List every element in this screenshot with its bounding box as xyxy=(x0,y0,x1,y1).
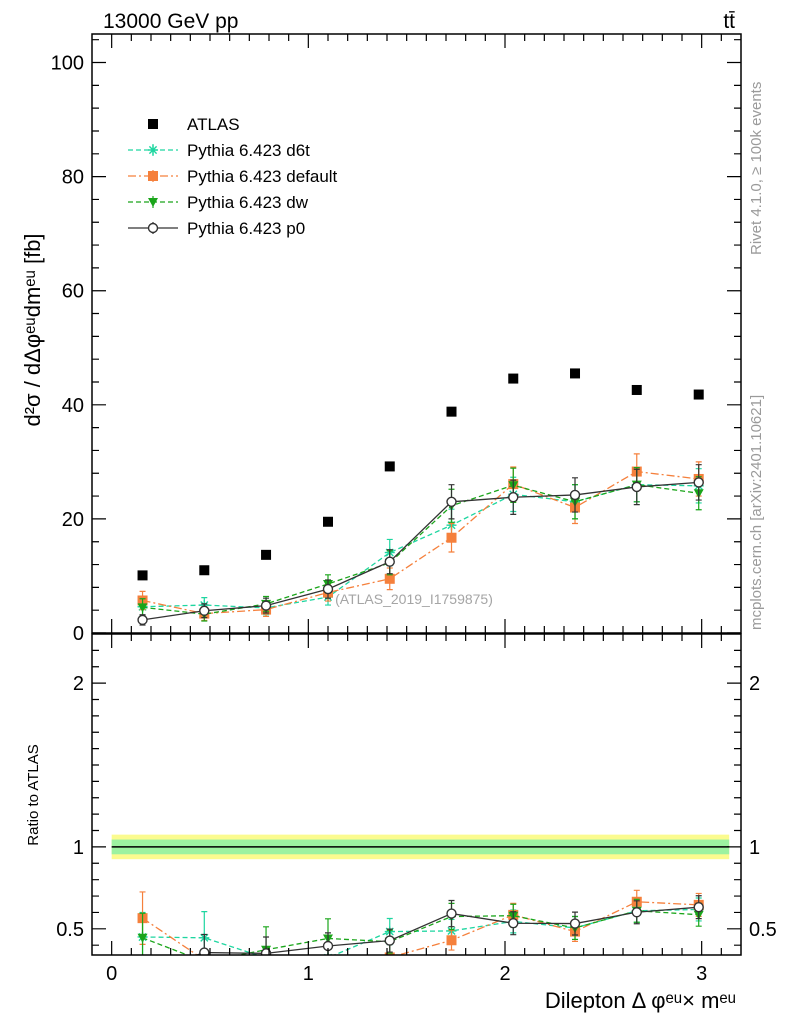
main-y-tick-label: 100 xyxy=(51,53,84,75)
legend-label-4: Pythia 6.423 p0 xyxy=(187,219,305,238)
ratio-series-3-point xyxy=(384,935,395,946)
legend-entry-1: Pythia 6.423 d6t xyxy=(128,141,310,160)
collision-energy-label: 13000 GeV pp xyxy=(103,10,238,33)
legend-label-3: Pythia 6.423 dw xyxy=(187,193,309,212)
main-series-4-point xyxy=(137,614,148,626)
legend-marker-1 xyxy=(148,145,158,155)
ratio-series-1-line xyxy=(142,901,699,955)
main-series-4-point xyxy=(446,496,457,507)
legend-marker-2 xyxy=(148,171,158,181)
main-series-4-line xyxy=(142,481,699,621)
ratio-series-3-point xyxy=(569,918,581,929)
ratio-y-axis-label: Ratio to ATLAS xyxy=(25,744,42,845)
main-series-0-point xyxy=(693,389,704,400)
ratio-series-0 xyxy=(137,897,704,955)
ratio-series-3-point xyxy=(138,969,147,978)
main-series-0-point xyxy=(446,406,457,417)
ratio-series-3-point xyxy=(446,908,457,919)
main-series-0-point xyxy=(508,373,519,384)
ratio-series-1-point xyxy=(323,957,333,967)
ratio-series-3 xyxy=(138,895,704,988)
x-axis-label: Dilepton Δ φᵉᵘ× mᵉᵘ xyxy=(545,988,736,1013)
ratio-series-0-line xyxy=(142,908,699,955)
ratio-series-1-point xyxy=(199,954,210,955)
main-y-tick-label: 20 xyxy=(62,509,84,531)
ratio-series-3-point xyxy=(631,907,642,918)
main-y-tick-label: 80 xyxy=(62,167,84,189)
main-series-4-point xyxy=(322,583,334,595)
ratio-y-tick-label-right: 0.5 xyxy=(749,919,777,941)
ratio-series-3-point xyxy=(508,918,519,929)
main-y-axis-label: d²σ / dΔφᵉᵘdmᵉᵘ [fb] xyxy=(20,233,45,426)
ratio-plot-area xyxy=(137,889,704,988)
main-series-1-line xyxy=(142,484,699,609)
ratio-series-1-point xyxy=(384,952,395,955)
main-series-4-point xyxy=(199,605,210,616)
x-tick-label: 2 xyxy=(499,963,510,985)
process-label: tt̄ xyxy=(723,10,735,33)
main-series-3-line xyxy=(142,484,699,615)
main-panel-frame xyxy=(91,33,742,634)
main-series-0-point xyxy=(261,549,272,560)
ratio-series-1-point xyxy=(446,935,457,946)
main-series-4-point xyxy=(631,481,642,493)
ratio-y-tick-label-left: 0.5 xyxy=(56,919,84,941)
main-series-4-point xyxy=(693,477,704,488)
legend-label-1: Pythia 6.423 d6t xyxy=(187,141,310,160)
legend-entry-3: Pythia 6.423 dw xyxy=(128,193,309,212)
main-series-0-point xyxy=(323,516,333,527)
analysis-watermark: (ATLAS_2019_I1759875) xyxy=(335,591,493,607)
x-tick-label: 0 xyxy=(106,963,117,985)
legend-entry-4: Pythia 6.423 p0 xyxy=(128,219,305,238)
ratio-y-tick-label-right: 1 xyxy=(749,837,760,859)
main-series-0-point xyxy=(137,570,148,581)
ratio-series-1-point xyxy=(261,957,271,967)
main-series-4 xyxy=(137,464,704,626)
ratio-series-2-point xyxy=(199,958,209,967)
x-tick-label: 1 xyxy=(303,963,314,985)
x-tick-label: 3 xyxy=(696,963,707,985)
ratio-series-2-line xyxy=(142,910,699,955)
ratio-y-tick-label-left: 2 xyxy=(73,673,84,695)
main-plot-area xyxy=(137,368,704,626)
ratio-series-3-point xyxy=(260,948,272,955)
ratio-panel-frame xyxy=(91,633,742,956)
main-series-0-point xyxy=(199,565,210,576)
main-series-0-point xyxy=(570,368,581,379)
ratio-uncertainty-band xyxy=(111,834,730,860)
main-series-2-point xyxy=(384,573,395,584)
main-series-4-point xyxy=(260,600,272,611)
legend-marker-3 xyxy=(148,198,158,207)
main-series-2-point xyxy=(446,532,457,543)
legend-entry-0: ATLAS xyxy=(148,115,240,134)
ratio-series-3-errorbar xyxy=(140,959,146,988)
main-series-0-point xyxy=(631,384,642,395)
ratio-series-3-line xyxy=(194,906,699,955)
ratio-series-2-point xyxy=(137,933,148,943)
ratio-series-3-point xyxy=(693,901,704,913)
ratio-series-3-point xyxy=(199,947,210,955)
main-series-0-point xyxy=(384,461,395,472)
main-series-3-point xyxy=(137,603,148,613)
rivet-label: Rivet 4.1.0, ≥ 100k events xyxy=(748,82,765,255)
legend: ATLAS Pythia 6.423 d6t Pythia 6.423 defaul… xyxy=(128,115,338,238)
mcplots-label: mcplots.cern.ch [arXiv:2401.10621] xyxy=(748,395,765,630)
main-series-4-point xyxy=(384,556,395,567)
main-series-0 xyxy=(137,368,704,581)
ratio-y-tick-label-right: 2 xyxy=(749,673,760,695)
legend-marker-4 xyxy=(147,222,159,234)
axis-ticks: 0 20 40 60 80 100 0 1 2 3 0.5 0.5 1 1 2 2 xyxy=(51,34,777,985)
legend-label-2: Pythia 6.423 default xyxy=(187,167,338,186)
main-series-4-point xyxy=(569,489,581,501)
legend-label-0: ATLAS xyxy=(187,115,240,134)
legend-marker-0 xyxy=(148,119,158,129)
legend-entry-2: Pythia 6.423 default xyxy=(128,167,338,186)
main-series-4-point xyxy=(508,492,519,503)
main-y-tick-label: 0 xyxy=(73,623,84,645)
main-y-tick-label: 40 xyxy=(62,395,84,417)
ratio-y-tick-label-left: 1 xyxy=(73,837,84,859)
main-series-2-line xyxy=(142,470,699,615)
main-y-tick-label: 60 xyxy=(62,281,84,303)
